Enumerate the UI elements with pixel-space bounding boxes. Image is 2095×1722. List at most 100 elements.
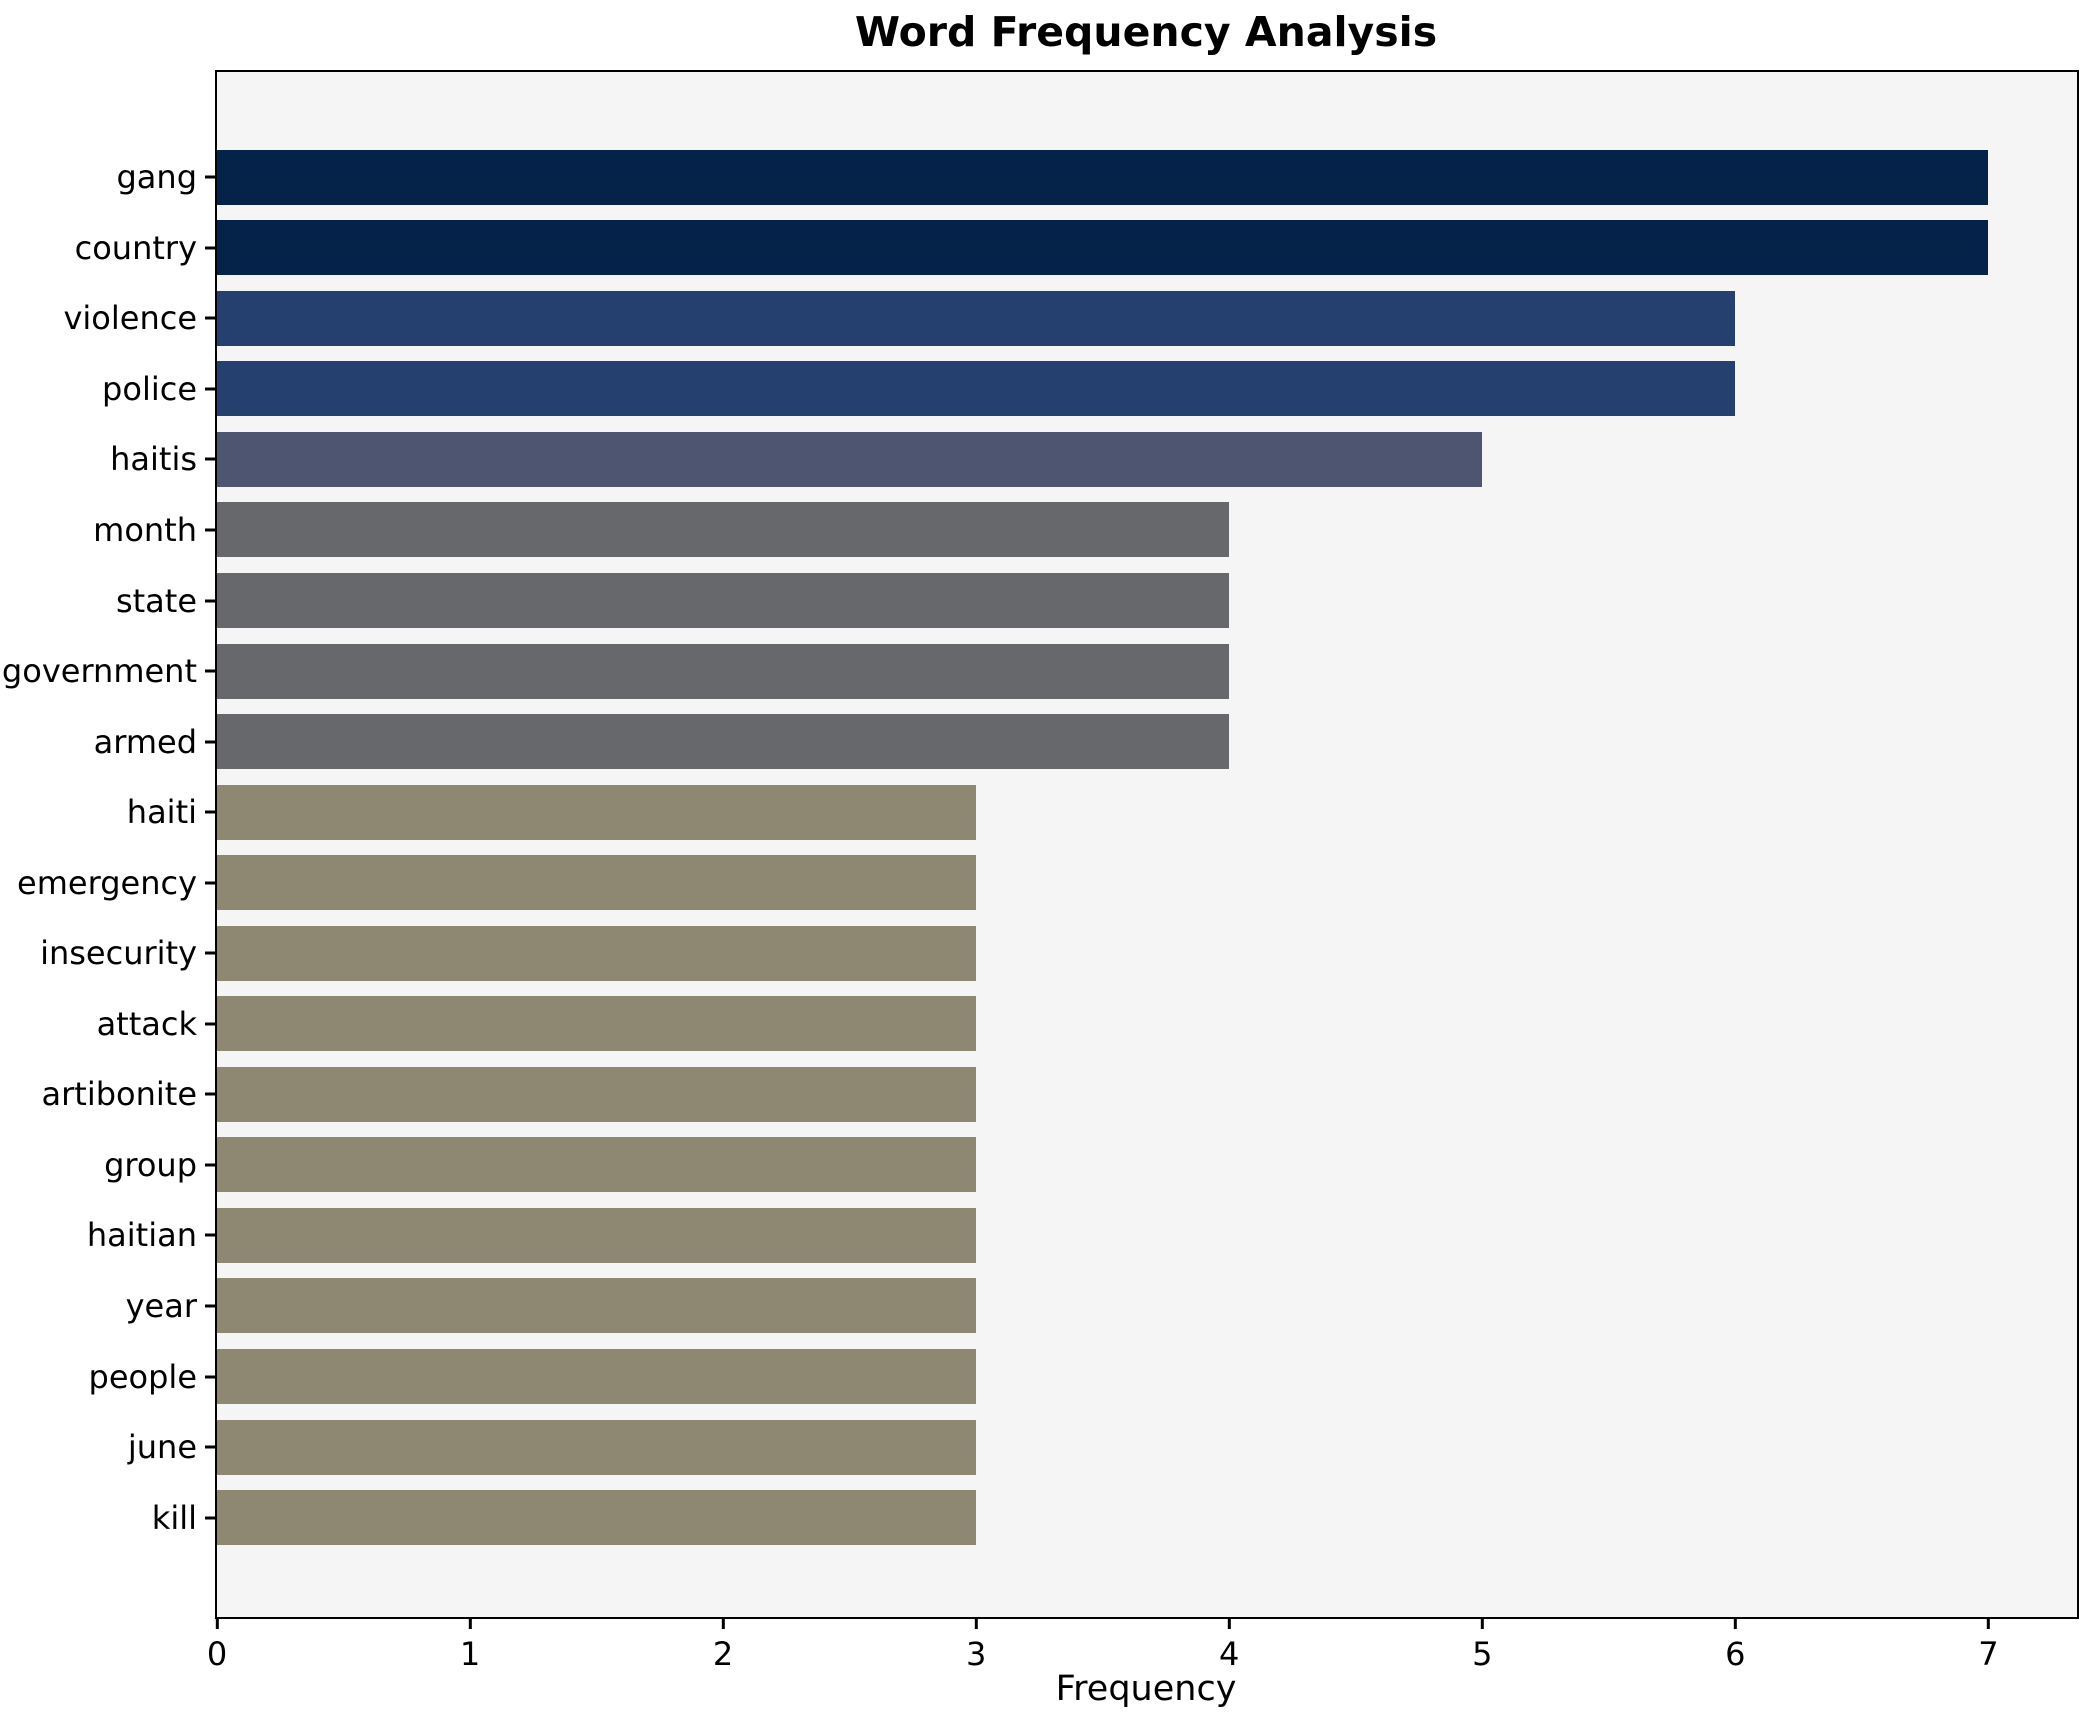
y-tick-mark — [205, 740, 215, 744]
bar-row: emergency — [17, 847, 2077, 918]
bar-row: insecurity — [40, 918, 2077, 989]
y-tick-label: gang — [116, 158, 197, 197]
x-tick-mark — [1480, 1619, 1484, 1629]
y-tick-label: police — [102, 369, 197, 408]
y-tick-mark — [205, 316, 215, 320]
y-tick-mark — [205, 1022, 215, 1026]
bar-june — [217, 1419, 977, 1475]
x-tick-label: 1 — [459, 1635, 481, 1673]
x-tick-group: 2 — [713, 1617, 733, 1673]
bar-row: state — [116, 565, 2077, 636]
bar-row: kill — [152, 1482, 2077, 1553]
y-tick-mark — [205, 1516, 215, 1520]
x-tick-label: 5 — [1472, 1635, 1493, 1673]
x-tick-group: 7 — [1978, 1617, 1999, 1673]
bar-row: attack — [97, 989, 2077, 1060]
bar-row: month — [93, 495, 2077, 566]
plot-area: gang country violence police haitis month stat… — [2, 70, 2079, 1673]
x-tick-label: 7 — [1978, 1635, 1999, 1673]
bar-police — [217, 361, 1736, 417]
x-tick-group: 5 — [1472, 1617, 1492, 1673]
y-tick-mark — [205, 387, 215, 391]
bar-row: artibonite — [42, 1059, 2077, 1130]
y-tick-mark — [205, 246, 215, 250]
y-tick-label: insecurity — [40, 934, 197, 973]
y-tick-mark — [205, 810, 215, 814]
x-tick-label: 2 — [712, 1635, 734, 1673]
y-tick-label: haiti — [126, 793, 197, 832]
x-tick-mark — [1733, 1619, 1737, 1629]
bars-container: gang country violence police haitis month stat… — [2, 142, 2077, 1553]
y-tick-mark — [205, 669, 215, 673]
x-tick-mark — [1986, 1619, 1990, 1629]
y-tick-label: year — [125, 1287, 197, 1326]
bar-row: country — [75, 213, 2077, 284]
y-tick-label: country — [74, 228, 197, 267]
bar-row: group — [104, 1130, 2077, 1201]
y-tick-label: kill — [151, 1498, 197, 1537]
bar-gang — [217, 149, 1989, 205]
x-tick-label: 3 — [965, 1635, 987, 1673]
bar-row: armed — [94, 706, 2077, 777]
x-tick-label: 6 — [1725, 1635, 1746, 1673]
x-tick-group: 4 — [1219, 1617, 1239, 1673]
bar-month — [217, 502, 1230, 558]
bar-violence — [217, 290, 1736, 346]
y-tick-label: attack — [96, 1004, 197, 1043]
bar-haitis — [217, 431, 1483, 487]
bar-row: haitian — [87, 1200, 2077, 1271]
bar-artibonite — [217, 1066, 977, 1122]
bar-country — [217, 220, 1989, 276]
bar-row: haitis — [110, 424, 2077, 495]
x-axis-label: Frequency — [1055, 1669, 1237, 1709]
bar-row: year — [126, 1271, 2077, 1342]
y-tick-mark — [205, 1445, 215, 1449]
bar-insecurity — [217, 925, 977, 981]
y-tick-mark — [205, 175, 215, 179]
y-tick-mark — [205, 457, 215, 461]
y-tick-label: group — [104, 1145, 197, 1184]
bar-row: violence — [63, 283, 2077, 354]
bar-people — [217, 1348, 977, 1404]
bar-government — [217, 643, 1230, 699]
x-tick-mark — [468, 1619, 472, 1629]
y-tick-mark — [205, 1163, 215, 1167]
x-tick-label: 0 — [206, 1635, 228, 1673]
bar-row: haiti — [127, 777, 2077, 848]
y-tick-label: artibonite — [41, 1075, 198, 1114]
bar-state — [217, 572, 1230, 628]
bar-year — [217, 1278, 977, 1334]
bar-armed — [217, 714, 1230, 770]
bar-haitian — [217, 1207, 977, 1263]
x-tick-mark — [215, 1619, 219, 1629]
y-tick-label: emergency — [17, 863, 197, 902]
y-tick-label: state — [115, 581, 197, 620]
x-tick-label: 4 — [1219, 1635, 1240, 1673]
x-tick-mark — [1227, 1619, 1231, 1629]
x-tick-mark — [974, 1619, 978, 1629]
y-tick-mark — [205, 1233, 215, 1237]
bar-row: june — [128, 1412, 2077, 1483]
y-tick-label: violence — [63, 299, 197, 338]
bar-group — [217, 1137, 977, 1193]
y-tick-mark — [205, 528, 215, 532]
bar-row: government — [2, 636, 2077, 707]
y-tick-label: haitis — [110, 440, 197, 479]
y-tick-label: june — [127, 1428, 197, 1467]
y-tick-label: people — [88, 1357, 197, 1396]
y-tick-label: armed — [93, 722, 197, 761]
y-tick-label: haitian — [86, 1216, 197, 1255]
y-tick-label: government — [1, 652, 197, 691]
bar-kill — [217, 1490, 977, 1546]
bar-emergency — [217, 855, 977, 911]
bar-row: gang — [116, 142, 2077, 213]
x-tick-mark — [721, 1619, 725, 1629]
y-tick-mark — [205, 599, 215, 603]
chart-title: Word Frequency Analysis — [854, 8, 1438, 56]
y-tick-mark — [205, 881, 215, 885]
bar-row: people — [89, 1341, 2077, 1412]
x-tick-group: 3 — [966, 1617, 986, 1673]
x-tick-group: 0 — [207, 1617, 227, 1673]
x-tick-group: 6 — [1725, 1617, 1746, 1673]
